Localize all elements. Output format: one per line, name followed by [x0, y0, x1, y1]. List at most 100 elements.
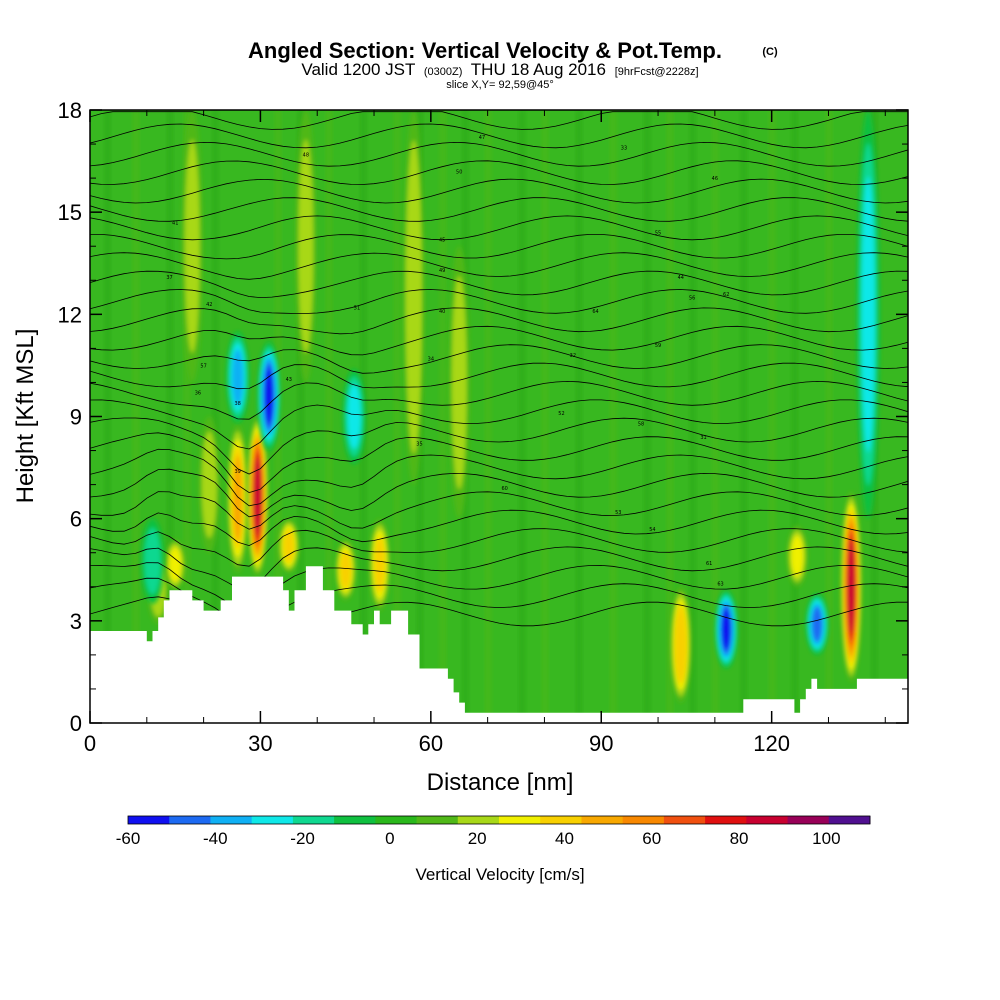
field-streak [439, 110, 447, 723]
downdraft-cell [856, 110, 880, 519]
updraft-level [301, 169, 311, 324]
isentrope-label: 39 [235, 469, 241, 475]
updraft-level [187, 169, 197, 324]
field-streak [183, 110, 191, 723]
updraft-cell [164, 539, 186, 591]
isentrope-label: 44 [678, 275, 684, 281]
isentrope-line [90, 197, 908, 222]
isentrope-line [90, 252, 908, 280]
y-tick-label: 9 [70, 405, 82, 430]
updraft-cell [278, 518, 300, 574]
field-streak [609, 110, 617, 723]
isentrope-label: 42 [206, 302, 212, 308]
field-streak [211, 110, 219, 723]
colorbar-tick-label: -20 [290, 829, 315, 848]
isentrope-label: 63 [717, 581, 723, 587]
downdraft-level [864, 209, 873, 420]
colorbar-swatch [210, 816, 253, 824]
field-streak [711, 110, 719, 723]
y-tick-label: 3 [70, 609, 82, 634]
colorbar-swatch [169, 816, 211, 824]
isentrope-label: 51 [354, 306, 360, 312]
isentrope-line [90, 307, 908, 335]
colorbar-tick-label: 60 [642, 829, 661, 848]
field-streak [166, 110, 174, 723]
isentrope-line [90, 270, 908, 299]
field-streak [825, 110, 833, 723]
forecast-time: [9hrFcst@2228z] [615, 66, 699, 78]
isentrope-label: 33 [621, 145, 627, 151]
isentrope-line [90, 468, 908, 518]
isentrope-line [90, 448, 908, 507]
field-streak [297, 110, 305, 723]
updraft-level [285, 532, 293, 559]
updraft-cell [181, 110, 203, 383]
updraft-cell [369, 518, 391, 611]
chart-title: Angled Section: Vertical Velocity & Pot.… [248, 38, 722, 63]
isentrope-label: 57 [200, 363, 206, 369]
field-streak [666, 110, 674, 723]
valid-time: Valid 1200 JST [301, 60, 415, 79]
isentrope-label: 41 [172, 220, 178, 226]
downdraft-cell [140, 518, 164, 604]
y-tick-label: 6 [70, 507, 82, 532]
field-streak [393, 110, 401, 723]
isentrope-label: 59 [655, 343, 661, 349]
updraft-level [342, 555, 349, 585]
y-tick-label: 12 [58, 302, 82, 327]
isentrope-line [90, 289, 908, 314]
colorbar-swatch [128, 816, 170, 824]
x-tick-label: 90 [589, 731, 613, 756]
colorbar-label: Vertical Velocity [cm/s] [415, 865, 584, 884]
field-streak [740, 110, 748, 723]
y-tick-label: 0 [70, 711, 82, 736]
downdraft-level [234, 355, 242, 400]
colorbar-swatch [292, 816, 335, 824]
isentrope-label: 49 [439, 268, 445, 274]
isentrope-label: 38 [235, 401, 241, 407]
isentrope-line [90, 432, 908, 494]
slice-label: slice X,Y= 92,59@45° [446, 79, 554, 91]
updraft-level [793, 540, 801, 572]
colorbar-swatch [251, 816, 294, 824]
isentrope-line [90, 141, 908, 167]
isentrope-line [90, 509, 908, 547]
updraft-level [171, 551, 179, 578]
plot-area: 31 32 33 34 35 36 37 38 39 40 41 42 43 44 45 46 47 48 49 50… [90, 110, 908, 723]
isentrope-label: 61 [706, 561, 712, 567]
title-unit: (C) [762, 46, 778, 58]
colorbar-swatch [828, 816, 871, 824]
y-tick-label: 18 [58, 98, 82, 123]
updraft-cell [198, 416, 220, 553]
isentrope-label: 60 [501, 486, 507, 492]
isentrope-line [90, 325, 908, 356]
vertical-velocity-field [104, 110, 880, 723]
isentrope-line [90, 344, 908, 374]
updraft-level [677, 618, 684, 672]
field-streak [484, 110, 492, 723]
isentrope-line [90, 380, 908, 420]
colorbar: -60 -40 -20 0 20 40 60 80 100 [116, 815, 871, 848]
field-streak [689, 110, 697, 723]
downdraft-cell [342, 368, 366, 465]
field-streak [643, 110, 651, 723]
isentrope-line [90, 123, 908, 149]
isentrope-line [90, 111, 908, 130]
updraft-cell [295, 110, 317, 383]
field-streak [575, 110, 583, 723]
colorbar-swatch [499, 816, 541, 824]
updraft-level [234, 463, 241, 533]
y-axis-label: Height [Kft MSL] [12, 329, 39, 504]
isentrope-label: 48 [303, 152, 309, 158]
colorbar-swatch [746, 816, 789, 824]
isentrope-label: 43 [286, 377, 292, 383]
updraft-cell [670, 586, 692, 703]
isentrope-line [90, 417, 908, 475]
valid-date: THU 18 Aug 2016 [471, 60, 606, 79]
isentrope-line [90, 234, 908, 260]
colorbar-swatch [581, 816, 624, 824]
colorbar-swatch [375, 816, 418, 824]
downdraft-level [813, 610, 821, 639]
